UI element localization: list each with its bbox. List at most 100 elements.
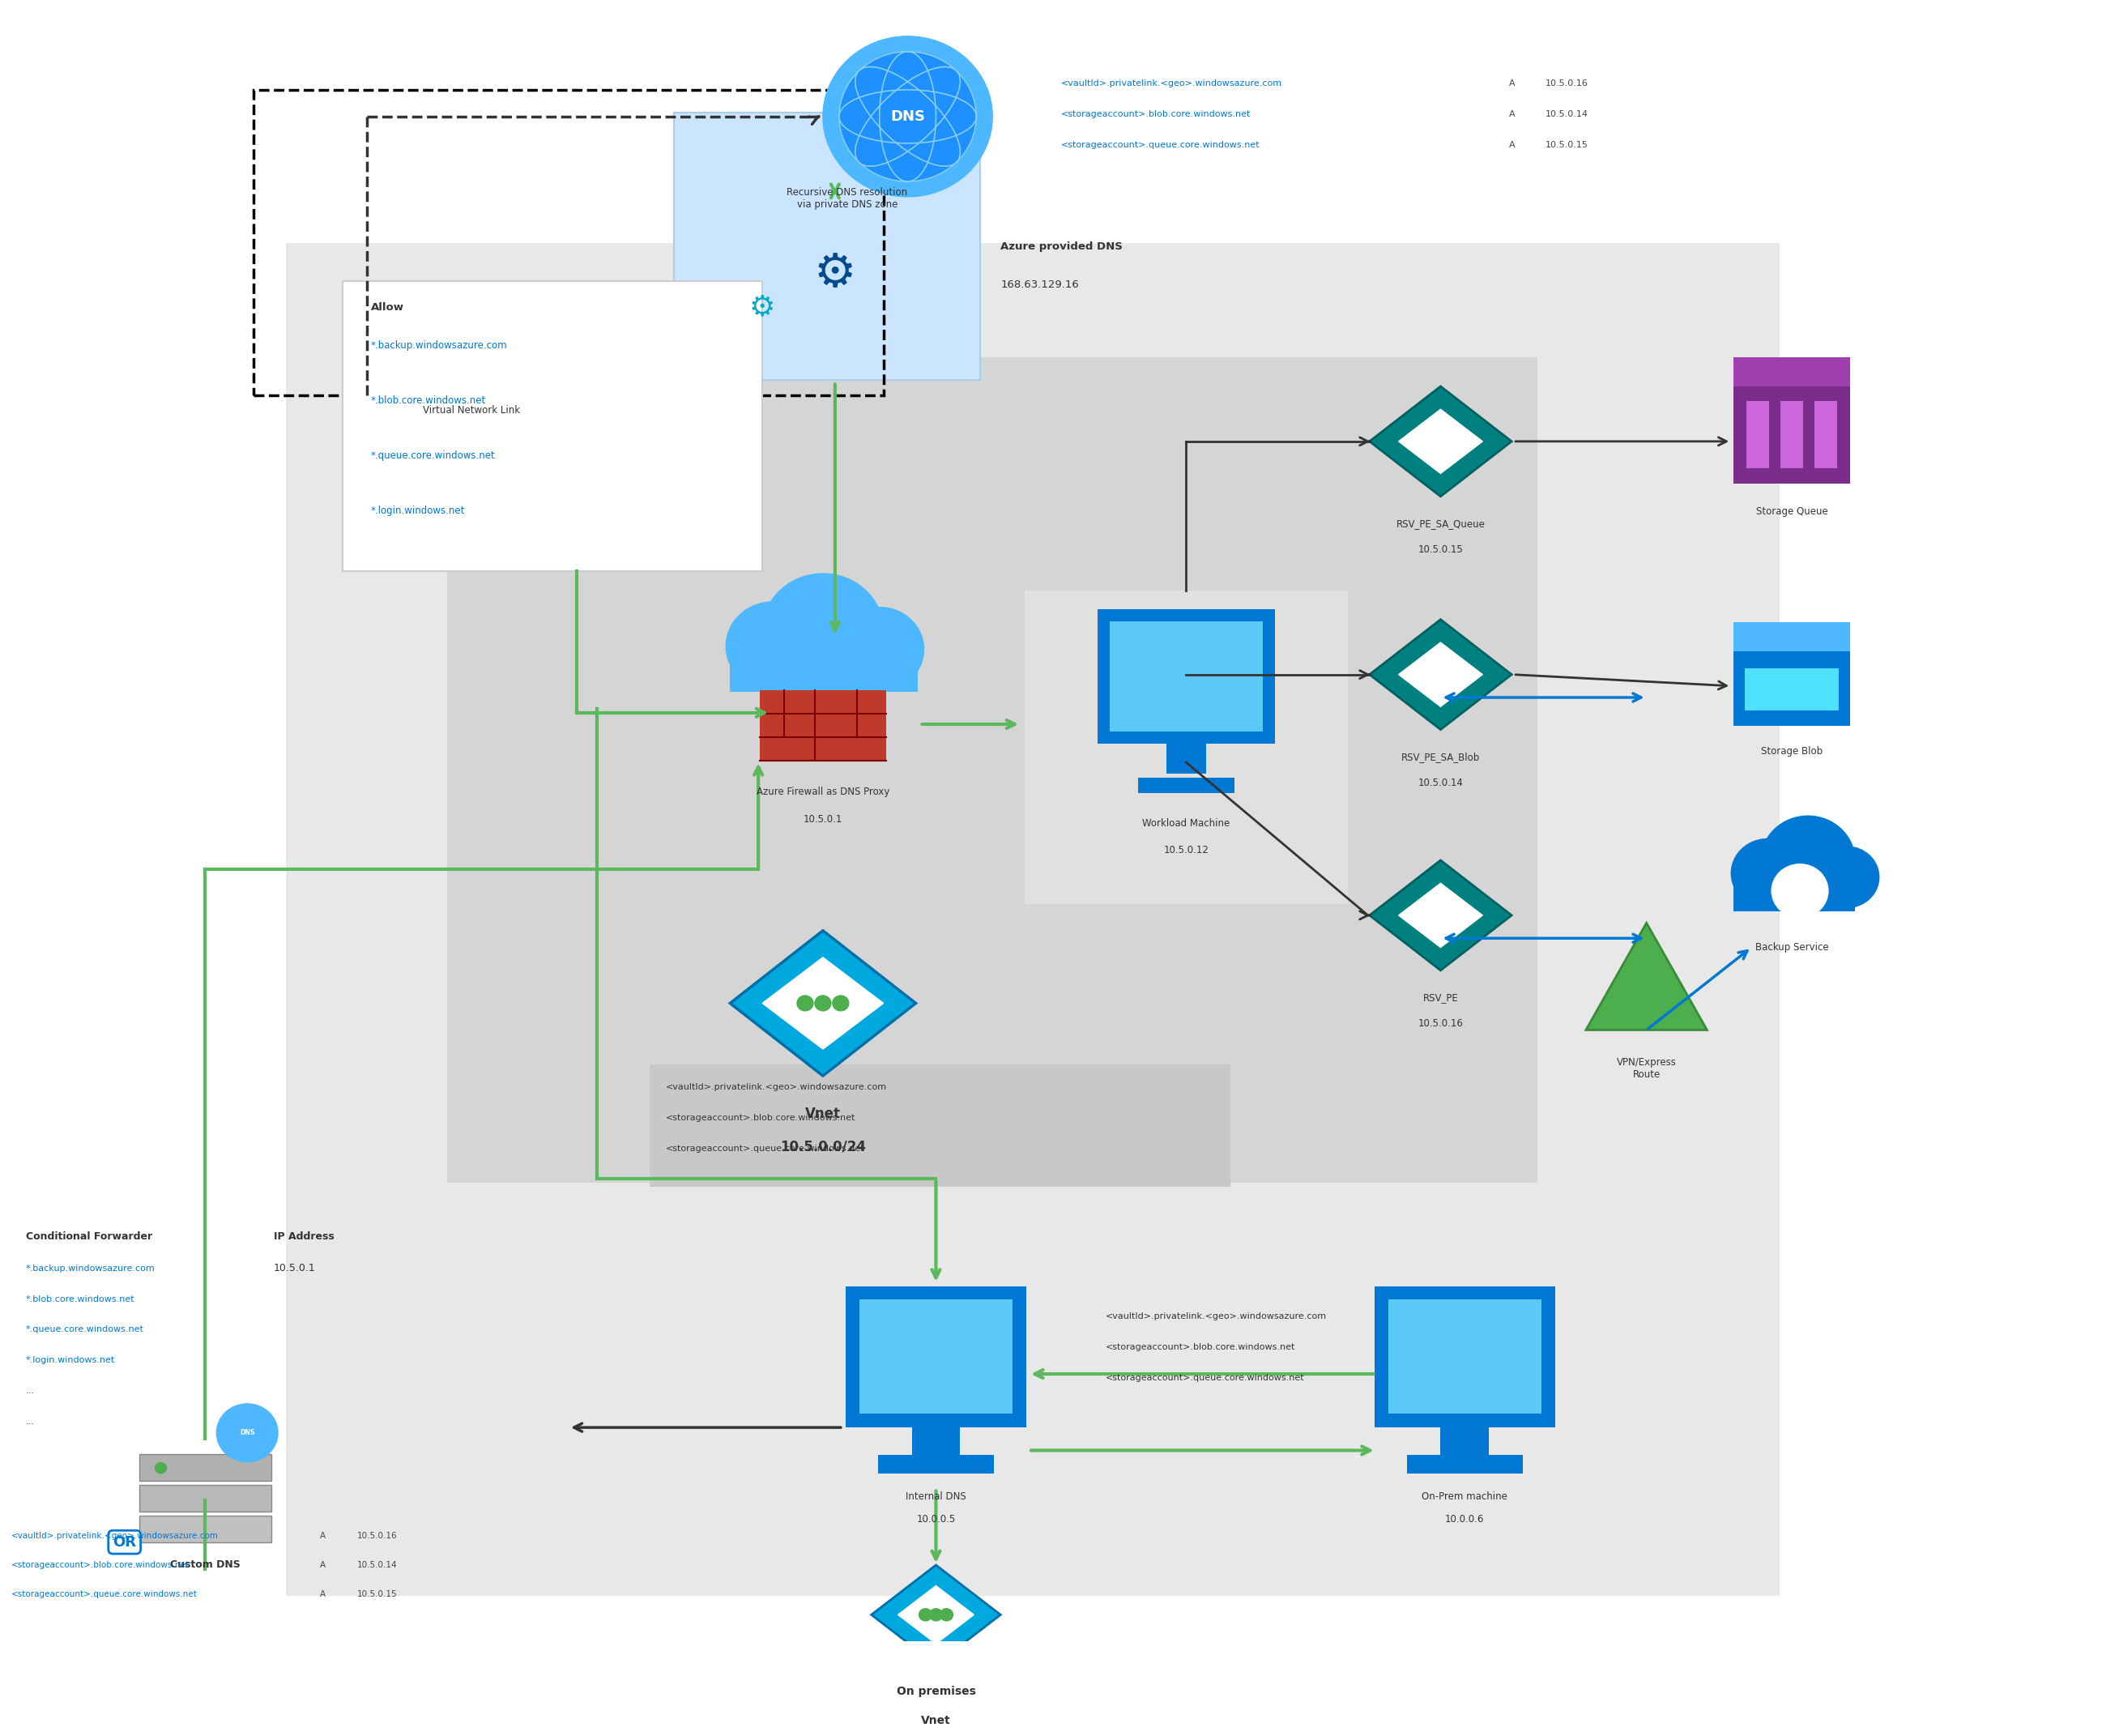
Text: 10.5.0.15: 10.5.0.15: [1545, 141, 1589, 149]
Text: Internal DNS: Internal DNS: [906, 1491, 967, 1502]
Circle shape: [1772, 865, 1829, 918]
FancyBboxPatch shape: [1375, 1286, 1555, 1427]
Polygon shape: [729, 930, 916, 1076]
Text: <storageaccount>.queue.core.windows.net: <storageaccount>.queue.core.windows.net: [1106, 1373, 1305, 1382]
FancyBboxPatch shape: [1734, 623, 1850, 726]
Text: ...: ...: [25, 1417, 36, 1425]
Polygon shape: [1585, 924, 1707, 1029]
FancyBboxPatch shape: [1406, 1455, 1524, 1474]
FancyBboxPatch shape: [912, 1425, 961, 1457]
Text: *.backup.windowsazure.com: *.backup.windowsazure.com: [370, 340, 507, 351]
Circle shape: [940, 1609, 952, 1621]
Text: Storage Blob: Storage Blob: [1761, 746, 1822, 757]
FancyBboxPatch shape: [139, 1484, 271, 1512]
Polygon shape: [1371, 861, 1511, 970]
FancyBboxPatch shape: [1110, 621, 1263, 733]
FancyBboxPatch shape: [1814, 401, 1837, 469]
Text: Custom DNS: Custom DNS: [170, 1559, 240, 1571]
Circle shape: [1814, 847, 1879, 908]
FancyBboxPatch shape: [1734, 623, 1850, 651]
Text: ⚙: ⚙: [748, 293, 776, 321]
Text: 10.5.0.16: 10.5.0.16: [1545, 80, 1589, 89]
Circle shape: [1732, 838, 1804, 908]
FancyBboxPatch shape: [673, 113, 980, 380]
Polygon shape: [872, 1566, 1001, 1665]
FancyBboxPatch shape: [845, 1286, 1026, 1427]
Text: A: A: [320, 1590, 326, 1599]
Text: 10.5.0.16: 10.5.0.16: [357, 1531, 397, 1540]
Text: A: A: [320, 1561, 326, 1569]
Polygon shape: [1371, 387, 1511, 496]
Text: <storageaccount>.blob.core.windows.net: <storageaccount>.blob.core.windows.net: [11, 1561, 189, 1569]
FancyBboxPatch shape: [448, 358, 1537, 1182]
Text: <storageaccount>.queue.core.windows.net: <storageaccount>.queue.core.windows.net: [666, 1144, 864, 1153]
FancyBboxPatch shape: [1167, 741, 1207, 774]
Text: *.backup.windowsazure.com: *.backup.windowsazure.com: [25, 1264, 156, 1272]
Polygon shape: [1371, 620, 1511, 729]
Text: *.queue.core.windows.net: *.queue.core.windows.net: [25, 1326, 145, 1333]
Text: *.queue.core.windows.net: *.queue.core.windows.net: [370, 451, 496, 462]
Text: 10.5.0.15: 10.5.0.15: [1419, 545, 1463, 556]
Text: <storageaccount>.blob.core.windows.net: <storageaccount>.blob.core.windows.net: [666, 1115, 856, 1121]
Circle shape: [816, 995, 830, 1010]
FancyBboxPatch shape: [729, 642, 916, 693]
Circle shape: [763, 573, 883, 687]
Text: <storageaccount>.blob.core.windows.net: <storageaccount>.blob.core.windows.net: [1106, 1344, 1295, 1351]
FancyBboxPatch shape: [1734, 358, 1850, 387]
Text: OR: OR: [114, 1535, 137, 1550]
Text: <vaultId>.privatelink.<geo>.windowsazure.com: <vaultId>.privatelink.<geo>.windowsazure…: [1062, 80, 1282, 89]
Text: 10.5.0.12: 10.5.0.12: [1165, 845, 1209, 856]
Text: 10.5.0.1: 10.5.0.1: [803, 814, 843, 825]
Text: 10.5.0.14: 10.5.0.14: [1419, 778, 1463, 788]
FancyBboxPatch shape: [1734, 871, 1854, 911]
Text: RSV_PE: RSV_PE: [1423, 993, 1459, 1003]
Text: Azure provided DNS: Azure provided DNS: [1001, 241, 1122, 252]
Text: RSV_PE_SA_Blob: RSV_PE_SA_Blob: [1402, 752, 1480, 762]
FancyBboxPatch shape: [286, 1175, 1780, 1595]
FancyBboxPatch shape: [1734, 361, 1850, 483]
Circle shape: [839, 52, 975, 182]
Circle shape: [797, 995, 813, 1010]
FancyBboxPatch shape: [139, 1516, 271, 1542]
Circle shape: [217, 1404, 277, 1462]
Circle shape: [1761, 816, 1854, 904]
Text: <storageaccount>.blob.core.windows.net: <storageaccount>.blob.core.windows.net: [1062, 109, 1251, 118]
Circle shape: [919, 1609, 931, 1621]
Text: DNS: DNS: [891, 109, 925, 123]
Text: Storage Queue: Storage Queue: [1755, 507, 1829, 517]
FancyBboxPatch shape: [139, 1455, 271, 1481]
Circle shape: [834, 608, 925, 691]
FancyBboxPatch shape: [343, 281, 763, 571]
FancyBboxPatch shape: [650, 1064, 1230, 1187]
Text: <vaultId>.privatelink.<geo>.windowsazure.com: <vaultId>.privatelink.<geo>.windowsazure…: [11, 1531, 219, 1540]
Text: *.login.windows.net: *.login.windows.net: [370, 505, 465, 516]
Polygon shape: [1398, 884, 1482, 948]
Text: IP Address: IP Address: [273, 1231, 334, 1241]
Text: *.blob.core.windows.net: *.blob.core.windows.net: [25, 1295, 135, 1304]
Circle shape: [832, 995, 849, 1010]
Text: ...: ...: [25, 1387, 36, 1394]
Polygon shape: [763, 957, 883, 1049]
FancyBboxPatch shape: [860, 1299, 1013, 1413]
Text: Allow: Allow: [370, 302, 404, 312]
Text: 10.5.0.0/24: 10.5.0.0/24: [780, 1139, 866, 1154]
Text: <storageaccount>.queue.core.windows.net: <storageaccount>.queue.core.windows.net: [11, 1590, 198, 1599]
Circle shape: [822, 36, 992, 196]
Text: On premises: On premises: [895, 1686, 975, 1696]
Text: Azure Firewall as DNS Proxy: Azure Firewall as DNS Proxy: [757, 786, 889, 797]
Text: A: A: [1509, 109, 1516, 118]
Text: 10.5.0.15: 10.5.0.15: [357, 1590, 397, 1599]
FancyBboxPatch shape: [1137, 778, 1234, 793]
Text: *.login.windows.net: *.login.windows.net: [25, 1356, 116, 1364]
FancyBboxPatch shape: [879, 1455, 994, 1474]
Text: 10.0.0.5: 10.0.0.5: [916, 1514, 956, 1524]
FancyBboxPatch shape: [673, 113, 980, 380]
Text: Recursive DNS resolution
via private DNS zone: Recursive DNS resolution via private DNS…: [786, 187, 908, 210]
Text: *.blob.core.windows.net: *.blob.core.windows.net: [370, 396, 486, 406]
Text: 10.5.0.1: 10.5.0.1: [273, 1264, 315, 1274]
Circle shape: [156, 1463, 166, 1474]
Polygon shape: [898, 1585, 973, 1644]
FancyBboxPatch shape: [1097, 609, 1276, 743]
Text: <vaultId>.privatelink.<geo>.windowsazure.com: <vaultId>.privatelink.<geo>.windowsazure…: [666, 1083, 887, 1092]
Text: Vnet: Vnet: [921, 1715, 950, 1726]
